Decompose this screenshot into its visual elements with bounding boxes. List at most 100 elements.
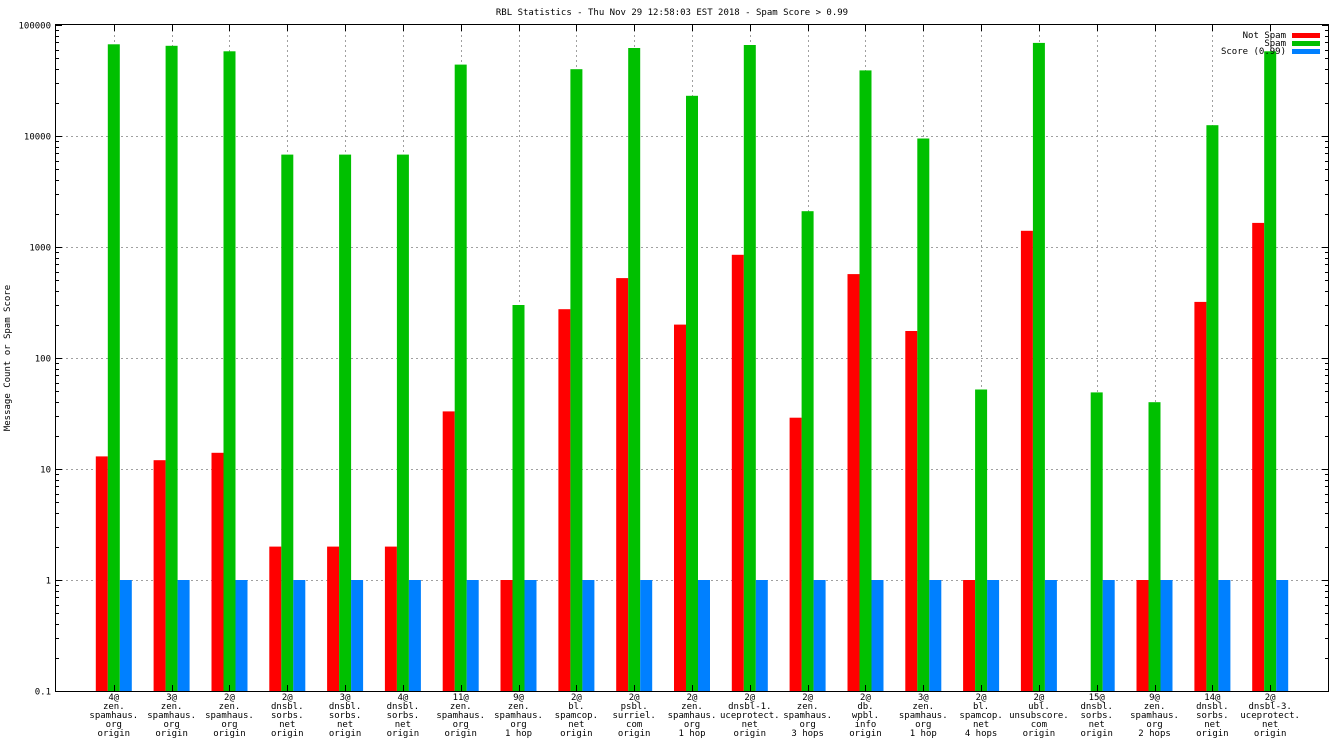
bar-score-0-99	[293, 580, 306, 691]
bar-spam	[339, 154, 352, 692]
bars	[95, 42, 1289, 692]
bar-score-0-99	[466, 580, 479, 691]
bar-not-spam	[153, 460, 166, 691]
bar-score-0-99	[640, 580, 653, 691]
x-tick-label: 1 hop	[505, 729, 532, 739]
x-tick-label: org	[1146, 720, 1162, 730]
x-tick-label: origin	[98, 729, 131, 739]
x-tick-label: spamhaus.	[668, 711, 717, 721]
bar-spam	[859, 70, 872, 691]
x-tick-label: spamhaus.	[494, 711, 543, 721]
y-axis-ticks: 0.1 1 10 100 1000 10000 100000	[18, 22, 1328, 698]
x-tick-label: sorbs.	[1080, 711, 1113, 721]
x-tick-label: uceprotect.	[1240, 711, 1300, 721]
chart-title: RBL Statistics - Thu Nov 29 12:58:03 EST…	[496, 8, 848, 18]
bar-not-spam	[731, 254, 744, 692]
x-tick-label: 2@	[571, 693, 582, 703]
x-tick-label: origin	[1080, 729, 1113, 739]
bar-not-spam	[963, 580, 976, 691]
bar-spam	[686, 95, 698, 692]
bar-score-0-99	[813, 580, 826, 691]
bar-not-spam	[905, 331, 918, 691]
x-tick-label: 4 hops	[965, 729, 998, 739]
x-tick-label: origin	[213, 729, 246, 739]
x-tick-label: 3@	[918, 693, 929, 703]
bar-not-spam	[789, 417, 802, 691]
x-tick-label: net	[279, 720, 295, 730]
bar-spam	[165, 45, 178, 692]
bar-spam	[743, 45, 756, 691]
x-tick-label: 2@	[687, 693, 698, 703]
x-tick-label: spamhaus.	[783, 711, 832, 721]
x-tick-label: 3@	[166, 693, 177, 703]
x-tick-label: origin	[1023, 729, 1056, 739]
x-tick-label: org	[453, 720, 469, 730]
x-tick-label: 15@	[1089, 693, 1106, 703]
x-tick-label: zen.	[912, 702, 934, 712]
x-tick-label: zen.	[797, 702, 819, 712]
bar-not-spam	[442, 411, 455, 691]
x-tick-label: origin	[271, 729, 304, 739]
bar-spam	[917, 138, 930, 691]
y-axis-label: Message Count or Spam Score	[3, 285, 13, 431]
x-tick-label: 2 hops	[1138, 729, 1171, 739]
x-axis-labels: 4@zen.spamhaus.orgorigin3@zen.spamhaus.o…	[89, 25, 1300, 739]
x-tick-label: 2@	[976, 693, 987, 703]
legend-label: Score (0.99)	[1221, 47, 1286, 57]
x-tick-label: spamhaus.	[147, 711, 196, 721]
bar-score-0-99	[351, 580, 364, 691]
bar-spam	[1090, 392, 1103, 691]
legend-label: Not Spam	[1243, 31, 1286, 41]
x-tick-label: 3@	[340, 693, 351, 703]
x-tick-label: spamhaus.	[89, 711, 138, 721]
x-tick-label: zen.	[161, 702, 183, 712]
y-tick-label: 0.1	[35, 688, 51, 698]
bar-spam	[396, 154, 409, 692]
legend-label: Spam	[1264, 39, 1286, 49]
x-tick-label: origin	[329, 729, 362, 739]
bar-score-0-99	[1102, 580, 1115, 691]
x-tick-label: psbl.	[621, 702, 648, 712]
bar-not-spam	[269, 546, 282, 691]
x-tick-label: zen.	[1144, 702, 1166, 712]
x-tick-label: spamhaus.	[899, 711, 948, 721]
legend-swatch	[1292, 49, 1320, 54]
x-tick-label: dnsbl-3.	[1249, 702, 1292, 712]
x-tick-label: wpbl.	[852, 711, 879, 721]
x-tick-label: 1 hop	[678, 729, 705, 739]
bar-not-spam	[616, 278, 629, 691]
bar-not-spam	[95, 456, 108, 691]
x-tick-label: net	[742, 720, 758, 730]
bar-spam	[223, 51, 236, 692]
x-tick-label: 11@	[453, 693, 470, 703]
x-tick-label: dnsbl-1.	[728, 702, 771, 712]
x-tick-label: org	[106, 720, 122, 730]
x-tick-label: uceprotect.	[720, 711, 780, 721]
x-tick-label: spamhaus.	[1130, 711, 1179, 721]
bar-spam	[107, 44, 120, 692]
x-tick-label: org	[221, 720, 237, 730]
bar-spam	[628, 48, 641, 691]
x-tick-label: origin	[1196, 729, 1229, 739]
bar-score-0-99	[408, 580, 421, 691]
x-tick-label: net	[1262, 720, 1278, 730]
y-tick-label: 10	[40, 466, 51, 476]
bar-score-0-99	[871, 580, 884, 691]
bar-score-0-99	[987, 580, 1000, 691]
x-tick-label: net	[1089, 720, 1105, 730]
bar-not-spam	[558, 309, 571, 691]
x-tick-label: origin	[734, 729, 767, 739]
x-tick-label: zen.	[219, 702, 241, 712]
bar-not-spam	[1252, 222, 1265, 691]
x-tick-label: 1 hop	[910, 729, 937, 739]
bar-not-spam	[211, 452, 224, 691]
bar-not-spam	[1194, 301, 1207, 691]
x-tick-label: bl.	[973, 702, 989, 712]
x-tick-label: origin	[618, 729, 651, 739]
x-tick-label: 3 hops	[791, 729, 824, 739]
bar-score-0-99	[1276, 580, 1289, 691]
x-tick-label: sorbs.	[387, 711, 420, 721]
x-tick-label: unsubscore.	[1009, 711, 1069, 721]
